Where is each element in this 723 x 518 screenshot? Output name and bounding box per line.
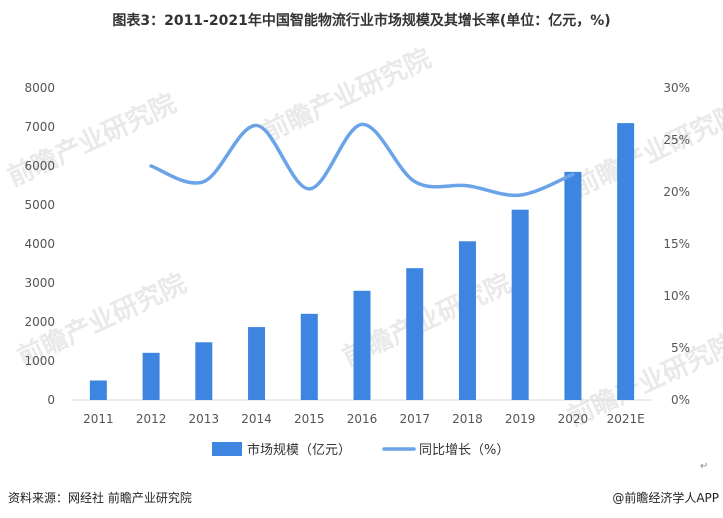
right-axis-tick-label: 25% xyxy=(663,133,690,147)
x-axis-tick-label: 2012 xyxy=(136,412,167,426)
x-axis-tick-label: 2015 xyxy=(294,412,325,426)
credit-note: @前瞻经济学人APP xyxy=(612,491,719,505)
x-axis-tick-label: 2020 xyxy=(558,412,589,426)
right-axis-tick-label: 5% xyxy=(671,341,690,355)
bar xyxy=(617,123,635,400)
bar xyxy=(248,327,266,400)
bar xyxy=(511,209,529,400)
x-axis-tick-label: 2017 xyxy=(399,412,430,426)
left-axis-tick-label: 7000 xyxy=(24,120,55,134)
left-axis-tick-label: 8000 xyxy=(24,81,55,95)
right-axis-tick-label: 30% xyxy=(663,81,690,95)
left-axis-tick-label: 1000 xyxy=(24,354,55,368)
left-axis-tick-label: 5000 xyxy=(24,198,55,212)
x-axis-tick-label: 2018 xyxy=(452,412,483,426)
return-mark: ↵ xyxy=(700,461,709,472)
right-axis-tick-label: 0% xyxy=(671,393,690,407)
legend-bar-swatch xyxy=(212,442,242,456)
left-axis-tick-label: 0 xyxy=(47,393,55,407)
bar xyxy=(300,313,318,400)
bar xyxy=(564,171,582,400)
left-axis-tick-label: 2000 xyxy=(24,315,55,329)
bar xyxy=(89,380,107,400)
bar xyxy=(142,352,160,400)
chart-title: 图表3：2011-2021年中国智能物流行业市场规模及其增长率(单位：亿元，%) xyxy=(112,13,611,29)
x-axis-tick-label: 2016 xyxy=(347,412,378,426)
right-axis-tick-label: 10% xyxy=(663,289,690,303)
bar xyxy=(353,290,371,400)
x-axis-tick-label: 2011 xyxy=(83,412,114,426)
source-note: 资料来源：网经社 前瞻产业研究院 xyxy=(8,491,192,505)
left-axis-tick-label: 6000 xyxy=(24,159,55,173)
x-axis-tick-label: 2021E xyxy=(607,412,645,426)
x-axis-tick-label: 2013 xyxy=(189,412,220,426)
bar xyxy=(406,268,424,400)
right-axis-tick-label: 15% xyxy=(663,237,690,251)
left-axis-tick-label: 3000 xyxy=(24,276,55,290)
bar xyxy=(195,342,213,400)
left-axis-tick-label: 4000 xyxy=(24,237,55,251)
legend-bar-label: 市场规模（亿元） xyxy=(247,442,351,458)
x-axis-tick-label: 2019 xyxy=(505,412,536,426)
x-axis-tick-label: 2014 xyxy=(241,412,272,426)
growth-line xyxy=(149,122,575,198)
bar xyxy=(458,241,476,400)
legend-line-label: 同比增长（%） xyxy=(419,443,509,458)
right-axis-tick-label: 20% xyxy=(663,185,690,199)
